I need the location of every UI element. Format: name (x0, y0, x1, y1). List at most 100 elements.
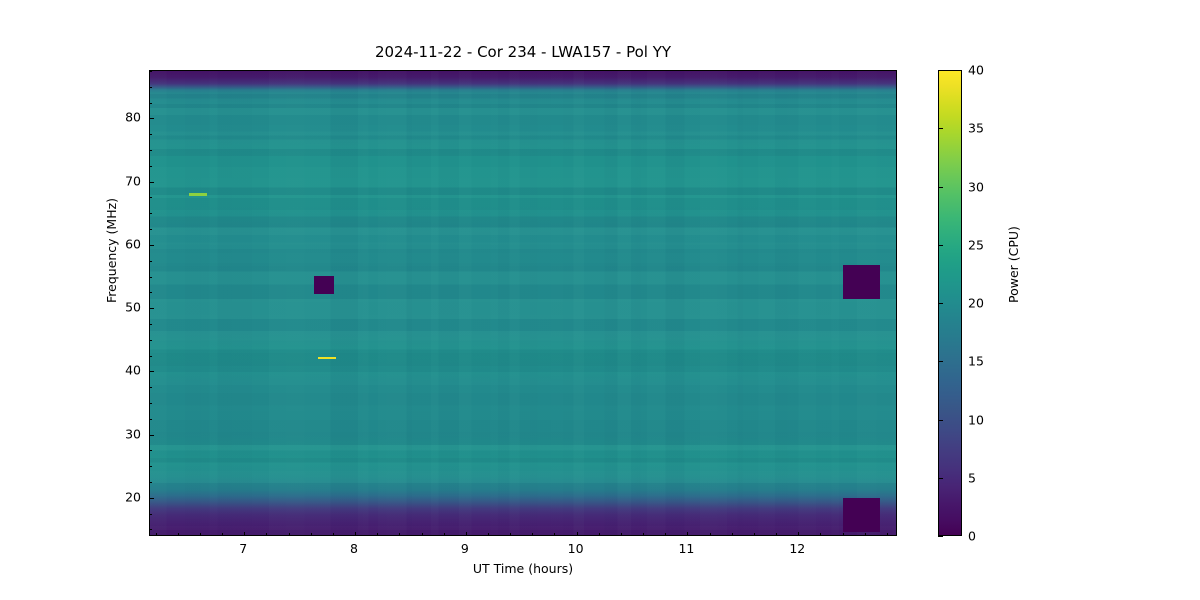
flagged-block-right-upper (842, 265, 881, 300)
y-tick-minor (150, 466, 152, 468)
x-tick-minor (266, 533, 268, 535)
y-tick-minor (150, 276, 152, 278)
y-tick-minor (150, 102, 152, 104)
x-tick-minor (731, 533, 733, 535)
narrowband-burst-42mhz (318, 356, 337, 360)
colorbar-tick-label: 15 (968, 353, 984, 369)
x-tick-minor (864, 533, 866, 535)
y-axis-tick-labels: 20 30 40 50 60 70 80 (0, 0, 141, 600)
colorbar-tick-label: 35 (968, 120, 984, 136)
colorbar-gradient (939, 71, 961, 535)
y-tick-label: 70 (125, 173, 141, 189)
colorbar-tick (938, 70, 943, 71)
y-tick-minor (150, 150, 152, 152)
x-tick-major (687, 531, 689, 535)
colorbar-label: Power (CPU) (1006, 226, 1021, 303)
y-tick-label: 50 (125, 299, 141, 315)
y-tick-minor (150, 450, 152, 452)
colorbar-tick-label: 10 (968, 412, 984, 427)
colorbar-tick (938, 186, 943, 188)
y-tick-minor (150, 165, 152, 167)
y-tick-minor (150, 260, 152, 262)
x-tick-minor (842, 533, 844, 535)
x-tick-label: 9 (460, 541, 469, 556)
y-tick-minor (150, 197, 152, 199)
x-axis-label: UT Time (hours) (472, 561, 574, 576)
x-tick-major (798, 531, 800, 535)
colorbar-tick-label: 0 (968, 528, 976, 544)
y-tick-minor (150, 323, 152, 325)
y-tick-label: 20 (125, 489, 141, 505)
x-tick-minor (886, 533, 888, 535)
colorbar-tick (938, 419, 943, 421)
x-tick-minor (310, 533, 312, 535)
y-tick-minor (150, 481, 152, 483)
y-tick-minor (150, 418, 152, 420)
x-tick-label: 10 (567, 541, 584, 556)
y-tick-minor (150, 339, 152, 341)
y-tick-minor (150, 387, 152, 389)
heatmap-image (150, 71, 896, 535)
colorbar-tick-label: 30 (968, 179, 984, 194)
x-tick-label: 12 (789, 541, 806, 556)
y-tick-minor (150, 213, 152, 215)
colorbar-tick (938, 244, 943, 246)
y-tick-label: 80 (125, 109, 141, 125)
x-tick-minor (510, 533, 512, 535)
y-tick-minor (150, 355, 152, 357)
x-tick-minor (332, 533, 334, 535)
x-tick-minor (487, 533, 489, 535)
x-tick-minor (598, 533, 600, 535)
colorbar-tick-label: 20 (968, 295, 984, 311)
y-tick-label: 60 (125, 236, 141, 252)
x-tick-minor (222, 533, 224, 535)
y-tick-minor (150, 529, 152, 531)
x-tick-minor (753, 533, 755, 535)
heatmap-plot-area[interactable] (149, 70, 897, 536)
heatmap-banding-texture (150, 71, 896, 535)
x-tick-minor (776, 533, 778, 535)
x-tick-minor (443, 533, 445, 535)
y-tick-minor (150, 513, 152, 515)
y-tick-minor (150, 86, 152, 88)
heatmap-background-gradient (150, 71, 896, 535)
x-tick-minor (643, 533, 645, 535)
x-tick-minor (421, 533, 423, 535)
x-tick-minor (377, 533, 379, 535)
y-tick-major (150, 497, 154, 499)
y-tick-major (150, 434, 154, 436)
y-tick-major (150, 118, 154, 120)
x-tick-major (355, 531, 356, 535)
x-tick-minor (554, 533, 556, 535)
y-axis-label: Frequency (MHz) (104, 197, 119, 303)
y-tick-label: 40 (125, 362, 141, 378)
y-tick-minor (150, 292, 152, 294)
narrowband-burst-68mhz (188, 193, 207, 196)
colorbar-tick-label: 40 (968, 62, 984, 78)
x-tick-major (465, 531, 467, 535)
y-tick-minor (150, 229, 152, 231)
y-tick-minor (150, 134, 152, 136)
x-tick-minor (665, 533, 667, 535)
colorbar-tick (938, 361, 943, 363)
page-title: 2024-11-22 - Cor 234 - LWA157 - Pol YY (374, 43, 672, 61)
x-tick-label: 11 (678, 541, 695, 556)
x-tick-minor (399, 533, 401, 535)
y-tick-major (150, 308, 154, 310)
x-tick-minor (709, 533, 711, 535)
flagged-block-mid (314, 275, 334, 295)
x-tick-minor (177, 533, 179, 535)
flagged-block-right-lower (842, 498, 881, 532)
y-tick-major (150, 244, 154, 246)
x-tick-major (244, 531, 246, 535)
y-tick-minor (150, 402, 152, 404)
colorbar-tick (938, 128, 943, 130)
x-tick-minor (199, 533, 201, 535)
x-tick-label: 8 (350, 541, 358, 556)
x-tick-major (576, 531, 578, 535)
y-tick-major (150, 181, 154, 183)
colorbar-tick-label: 25 (968, 237, 984, 253)
x-tick-minor (155, 533, 157, 535)
colorbar-tick-label: 5 (968, 470, 976, 486)
colorbar-tick (938, 477, 943, 479)
